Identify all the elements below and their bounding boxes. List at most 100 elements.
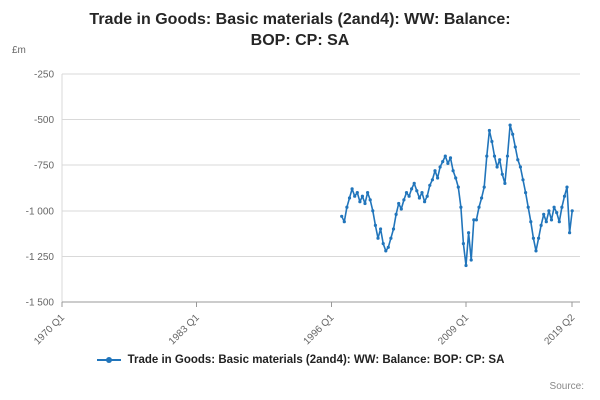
data-point-marker[interactable] <box>552 205 556 209</box>
data-point-marker[interactable] <box>482 185 486 189</box>
data-point-marker[interactable] <box>399 206 403 211</box>
data-point-marker[interactable] <box>441 159 445 163</box>
data-point-marker[interactable] <box>340 214 344 218</box>
legend-label: Trade in Goods: Basic materials (2and4):… <box>127 353 505 366</box>
data-point-marker[interactable] <box>461 241 465 245</box>
data-point-marker[interactable] <box>480 195 484 200</box>
data-point-marker[interactable] <box>485 154 489 158</box>
data-point-marker[interactable] <box>472 217 476 222</box>
data-point-marker[interactable] <box>529 219 533 223</box>
data-point-marker[interactable] <box>570 208 574 212</box>
data-point-marker[interactable] <box>391 226 396 231</box>
source-label: Source: <box>549 381 584 392</box>
data-point-marker[interactable] <box>381 241 385 245</box>
data-point-marker[interactable] <box>500 172 504 176</box>
data-point-marker[interactable] <box>345 205 349 209</box>
data-point-marker[interactable] <box>402 197 406 202</box>
x-axis-tick-label: 1983 Q1 <box>167 312 202 347</box>
legend-line-icon <box>96 356 121 363</box>
data-point-marker[interactable] <box>464 263 468 267</box>
data-point-marker[interactable] <box>534 248 538 253</box>
data-point-marker[interactable] <box>508 123 512 127</box>
data-point-marker[interactable] <box>518 164 523 169</box>
data-point-marker[interactable] <box>397 201 401 205</box>
data-point-marker[interactable] <box>549 217 554 222</box>
data-point-marker[interactable] <box>503 181 507 185</box>
data-point-marker[interactable] <box>539 223 543 227</box>
data-point-marker[interactable] <box>373 223 377 227</box>
data-point-marker[interactable] <box>428 183 432 187</box>
data-point-marker[interactable] <box>430 177 434 181</box>
data-point-marker[interactable] <box>557 219 561 223</box>
data-point-marker[interactable] <box>420 190 424 194</box>
data-point-marker[interactable] <box>456 185 460 189</box>
x-axis-tick-label: 2019 Q2 <box>542 312 577 347</box>
data-point-marker[interactable] <box>524 190 528 194</box>
data-point-marker[interactable] <box>366 190 370 194</box>
data-point-marker[interactable] <box>477 205 481 209</box>
data-point-marker[interactable] <box>342 219 346 223</box>
data-point-marker[interactable] <box>526 205 530 209</box>
data-point-marker[interactable] <box>353 194 357 198</box>
data-point-marker[interactable] <box>386 245 390 249</box>
data-point-marker[interactable] <box>511 132 515 136</box>
y-axis-tick-label: -500 <box>34 115 54 126</box>
data-point-marker[interactable] <box>412 181 416 185</box>
data-point-marker[interactable] <box>459 205 463 209</box>
data-point-marker[interactable] <box>516 157 520 161</box>
legend[interactable]: Trade in Goods: Basic materials (2and4):… <box>0 354 600 366</box>
data-point-marker[interactable] <box>358 199 362 203</box>
data-point-marker[interactable] <box>555 210 559 214</box>
data-point-marker[interactable] <box>565 185 569 189</box>
data-point-marker[interactable] <box>433 168 437 172</box>
data-point-marker[interactable] <box>350 186 354 191</box>
data-point-marker[interactable] <box>347 195 352 200</box>
data-point-marker[interactable] <box>487 128 491 132</box>
data-point-marker[interactable] <box>407 194 411 198</box>
data-point-marker[interactable] <box>368 197 372 202</box>
data-point-marker[interactable] <box>490 139 494 143</box>
data-point-marker[interactable] <box>562 194 567 198</box>
data-point-marker[interactable] <box>513 144 517 149</box>
y-axis-tick-label: -750 <box>34 160 54 171</box>
data-point-marker[interactable] <box>417 195 421 200</box>
data-point-marker[interactable] <box>443 154 447 158</box>
data-point-marker[interactable] <box>547 208 551 212</box>
data-point-marker[interactable] <box>568 230 572 234</box>
data-point-marker[interactable] <box>492 154 497 158</box>
data-point-marker[interactable] <box>498 157 502 161</box>
data-point-marker[interactable] <box>438 164 442 169</box>
data-point-marker[interactable] <box>544 219 548 223</box>
data-point-marker[interactable] <box>389 236 393 240</box>
data-point-marker[interactable] <box>404 190 409 194</box>
data-point-marker[interactable] <box>371 208 375 212</box>
data-point-marker[interactable] <box>415 188 419 192</box>
data-point-marker[interactable] <box>376 236 380 240</box>
data-point-marker[interactable] <box>537 236 541 240</box>
data-point-marker[interactable] <box>521 177 525 181</box>
data-point-marker[interactable] <box>560 205 564 209</box>
data-point-marker[interactable] <box>542 212 546 216</box>
data-point-marker[interactable] <box>423 199 427 203</box>
data-point-marker[interactable] <box>446 161 450 165</box>
data-point-marker[interactable] <box>451 168 455 172</box>
series-line <box>340 123 573 266</box>
data-point-marker[interactable] <box>363 201 367 205</box>
data-point-marker[interactable] <box>384 248 388 253</box>
data-point-marker[interactable] <box>454 175 458 180</box>
data-point-marker[interactable] <box>360 194 364 198</box>
data-point-marker[interactable] <box>469 257 473 262</box>
data-point-marker[interactable] <box>531 236 536 240</box>
data-point-marker[interactable] <box>425 194 429 198</box>
y-axis-tick-label: -1 250 <box>26 251 55 262</box>
data-point-marker[interactable] <box>410 186 414 191</box>
data-point-marker[interactable] <box>474 217 478 222</box>
data-point-marker[interactable] <box>467 230 471 234</box>
data-point-marker[interactable] <box>379 226 383 231</box>
data-point-marker[interactable] <box>436 175 440 180</box>
data-point-marker[interactable] <box>394 212 398 216</box>
data-point-marker[interactable] <box>505 154 510 158</box>
data-point-marker[interactable] <box>495 164 499 169</box>
data-point-marker[interactable] <box>448 155 453 160</box>
data-point-marker[interactable] <box>355 190 359 194</box>
